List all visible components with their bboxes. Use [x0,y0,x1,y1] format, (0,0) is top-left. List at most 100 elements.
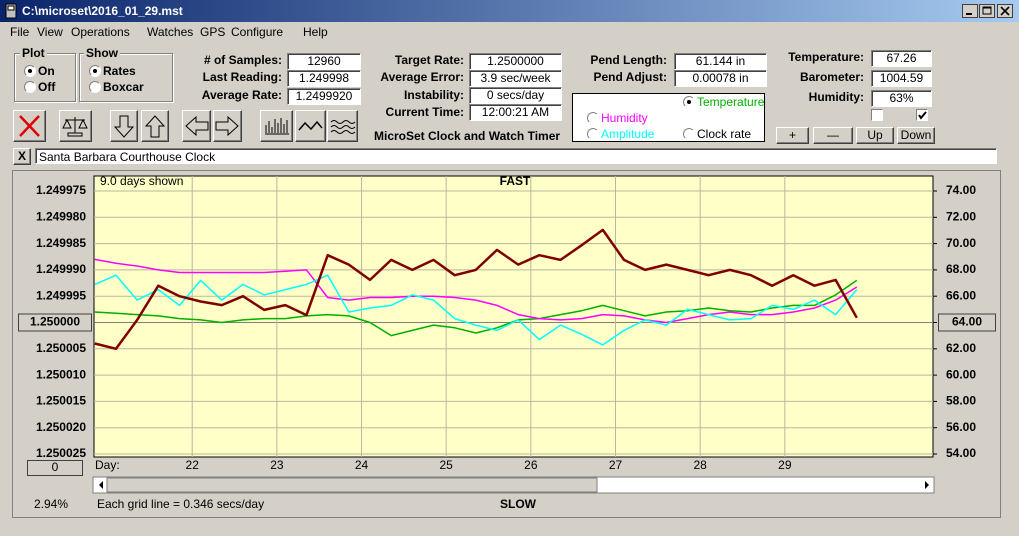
scale-button[interactable] [59,110,92,142]
y2-tick-label: 70.00 [946,236,976,250]
checkbox[interactable] [916,109,928,121]
plot-area [93,175,934,458]
offset-value[interactable]: 0 [52,460,59,474]
radio-label[interactable]: Off [38,80,56,94]
checkbox[interactable] [871,109,883,121]
percent: 2.94% [34,497,68,511]
field-value: 1.2499920 [287,88,361,105]
legend-radio[interactable] [587,112,599,124]
field-label: Last Reading: [202,70,282,84]
radio-button[interactable] [89,81,101,93]
menu-item[interactable]: File [10,25,30,39]
x-tick-label: 25 [440,458,454,472]
left-button[interactable] [182,110,211,142]
series-line [94,228,858,351]
field-label: Barometer: [799,70,864,84]
legend-label[interactable]: Amplitude [601,127,655,141]
menu-item[interactable]: Configure [231,25,284,39]
field-label: Temperature: [788,50,864,64]
legend-label[interactable]: Humidity [601,111,648,125]
menu-item[interactable]: Help [303,25,328,39]
y2-tick-label: 60.00 [946,367,976,381]
radio-button[interactable] [24,81,36,93]
legend-radio[interactable] [683,96,695,108]
center-button[interactable] [938,313,996,332]
legend-radio[interactable] [683,128,695,140]
adjust-button[interactable]: + [776,127,809,144]
adjust-button[interactable]: — [813,127,853,144]
field-label: Pend Adjust: [593,70,667,84]
window-controls[interactable] [962,4,1014,19]
y-tick-label: 1.250025 [36,446,86,460]
menu-item[interactable]: View [37,25,63,39]
field-label: Average Rate: [201,88,282,102]
title-bar [0,0,1019,22]
app-icon [5,3,17,19]
y-tick-label: 1.249995 [36,288,86,302]
right-button[interactable] [213,110,242,142]
close-clock-button[interactable]: X [13,148,31,165]
field-value: 63% [871,90,932,107]
adjust-button[interactable]: Up [856,127,894,144]
up-button[interactable] [141,110,169,142]
field-label: Pend Length: [590,53,667,67]
y-tick-label: 1.250005 [36,341,86,355]
radio-button[interactable] [89,65,101,77]
y2-tick-label: 66.00 [946,288,976,302]
field-value: 12:00:21 AM [469,104,562,121]
radio-label[interactable]: Boxcar [103,80,144,94]
slow-label: SLOW [500,497,537,511]
y2-tick-label[interactable]: 64.00 [952,315,982,329]
group-title: Plot [20,45,47,61]
y2-tick-label: 68.00 [946,262,976,276]
group-title: Show [84,45,120,61]
legend-box [572,93,765,142]
x-tick-label: 23 [270,458,284,472]
menu-item[interactable]: Operations [71,25,130,39]
x-tick-label: 26 [524,458,538,472]
field-value: 0 secs/day [469,87,562,104]
field-value: 0.00078 in [674,70,767,87]
x-tick-label: 28 [693,458,707,472]
center-button[interactable] [18,313,92,332]
y2-tick-label: 56.00 [946,420,976,434]
field-value: 1.249998 [287,70,361,87]
menu-item[interactable]: Watches [147,25,194,39]
radio-button[interactable] [24,65,36,77]
field-value: 1.2500000 [469,53,562,70]
window-title: C:\microset\2016_01_29.mst [22,4,183,18]
legend-label[interactable]: Clock rate [697,127,752,141]
y-tick-label: 1.249985 [36,236,86,250]
grid-note: Each grid line = 0.346 secs/day [97,497,264,511]
adjust-button[interactable]: Down [897,127,935,144]
field-label: # of Samples: [203,53,282,67]
waves-button[interactable] [327,110,358,142]
wave-button[interactable] [295,110,326,142]
scroll-thumb[interactable] [106,477,598,493]
menu-item[interactable]: GPS [200,25,226,39]
radio-label[interactable]: On [38,64,55,78]
bars-button[interactable] [260,110,293,142]
field-value: 67.26 [871,50,932,67]
stop-button[interactable] [13,110,46,142]
y2-tick-label: 72.00 [946,209,976,223]
legend-radio[interactable] [587,128,599,140]
y-tick-label: 1.249980 [36,209,86,223]
series-line [94,274,858,346]
y-tick-label: 1.250010 [36,367,86,381]
field-label: Current Time: [385,105,464,119]
offset-button[interactable] [27,460,83,476]
y2-tick-label: 74.00 [946,183,976,197]
field-value: 61.144 in [674,53,767,70]
down-button[interactable] [110,110,138,142]
radio-label[interactable]: Rates [103,64,136,78]
legend-label[interactable]: Temperature [697,95,765,109]
x-tick-label: 27 [609,458,623,472]
clock-name-field[interactable]: Santa Barbara Courthouse Clock [35,148,997,164]
show-group [79,53,173,102]
field-label: Target Rate: [394,53,464,67]
field-label: Instability: [403,88,464,102]
y-tick-label[interactable]: 1.250000 [30,315,80,329]
